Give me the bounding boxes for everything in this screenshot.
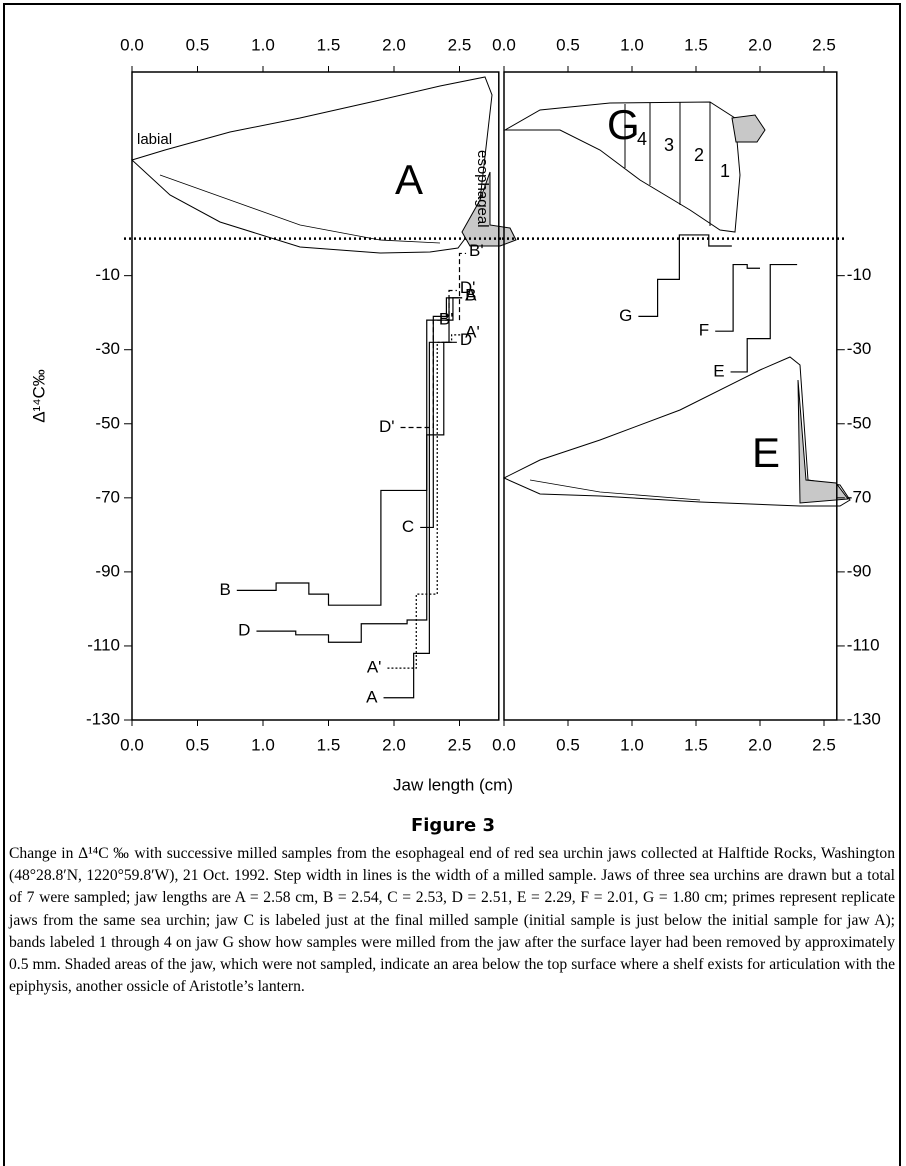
annotation: 3 (664, 135, 674, 155)
x-tick-label: 0.5 (556, 735, 580, 754)
series-label: E (713, 361, 724, 380)
jaw-shaded (731, 114, 766, 143)
jaw-inner-line (159, 174, 441, 244)
step-line (256, 341, 457, 643)
jaw-outline (503, 101, 741, 233)
step-line (400, 289, 457, 429)
x-tick-label: 0.0 (492, 35, 516, 54)
jaw-shaded (797, 379, 849, 504)
annotation: A (395, 156, 423, 203)
series-label: A (366, 687, 378, 706)
x-tick-label: 0.0 (120, 735, 144, 754)
y-tick-label: -110 (847, 635, 880, 654)
y-tick-label: -90 (95, 561, 120, 580)
step-line (715, 263, 760, 332)
step-line (638, 234, 732, 317)
y-tick-label: -30 (95, 339, 120, 358)
series-label: A' (367, 658, 382, 677)
jaw-outline (502, 356, 851, 507)
annotation: E (752, 429, 780, 476)
annotation: esophageal (474, 150, 491, 228)
series-label: B' (469, 241, 484, 260)
x-tick-label: 1.5 (317, 35, 341, 54)
series-label: A' (465, 322, 480, 341)
series-label: A (465, 285, 477, 304)
series-label: B (465, 285, 476, 304)
band-lines (624, 102, 711, 226)
step-line (730, 263, 798, 373)
y-tick-label: -90 (847, 561, 872, 580)
series-label: G (619, 306, 632, 325)
x-tick-label: 2.5 (448, 735, 472, 754)
series-label: C (402, 517, 414, 536)
y-tick-label: -10 (95, 265, 120, 284)
series-label: D (238, 621, 250, 640)
x-tick-label: 1.5 (317, 735, 341, 754)
series-label: B' (439, 310, 454, 329)
plot-frame (503, 71, 838, 721)
x-tick-label: 0.5 (186, 35, 210, 54)
y-tick-label: -130 (86, 709, 120, 728)
y-tick-label: -50 (847, 413, 872, 432)
x-tick-label: 0.5 (556, 35, 580, 54)
x-tick-label: 0.5 (186, 735, 210, 754)
y-tick-label: -50 (95, 413, 120, 432)
series-label: F (699, 321, 709, 340)
series-label: B (219, 580, 230, 599)
series-label: D' (460, 278, 476, 297)
y-tick-label: -30 (847, 339, 872, 358)
y-tick-label: -70 (95, 487, 120, 506)
x-tick-label: 0.0 (120, 35, 144, 54)
annotation: 4 (637, 129, 647, 149)
x-tick-label: 2.0 (382, 35, 406, 54)
step-line (236, 297, 463, 606)
annotation: 1 (720, 161, 730, 181)
y-tick-label: -130 (847, 709, 881, 728)
x-tick-label: 2.5 (812, 35, 836, 54)
step-line (458, 252, 467, 321)
y-tick-label: -10 (847, 265, 872, 284)
plot-frame (131, 71, 500, 721)
x-tick-label: 1.0 (251, 735, 275, 754)
jaw-shaded (461, 171, 517, 247)
x-tick-label: 1.0 (620, 35, 644, 54)
series-label: D' (379, 417, 395, 436)
x-tick-label: 0.0 (492, 735, 516, 754)
x-axis-label: Jaw length (cm) (393, 775, 513, 794)
x-tick-label: 1.0 (620, 735, 644, 754)
step-line (420, 297, 460, 529)
jaw-inner-line (529, 479, 701, 501)
x-tick-label: 1.5 (684, 35, 708, 54)
x-tick-label: 1.0 (251, 35, 275, 54)
jaw-outline (131, 76, 493, 254)
x-tick-label: 2.5 (812, 735, 836, 754)
annotation: 2 (694, 145, 704, 165)
x-tick-label: 2.0 (748, 35, 772, 54)
x-tick-label: 2.0 (748, 735, 772, 754)
x-tick-label: 2.0 (382, 735, 406, 754)
series-label: D (460, 330, 472, 349)
annotation: G (607, 101, 640, 148)
y-axis-label: Δ¹⁴C‰ (29, 369, 48, 423)
annotation: labial (137, 131, 172, 148)
x-tick-label: 1.5 (684, 735, 708, 754)
figure-frame (3, 3, 901, 1166)
figure: Jaw length (cm) 0.0 0.0 0.5 0.5 1.0 1.0 1.5 1.5… (29, 35, 881, 794)
y-tick-label: -70 (847, 487, 872, 506)
y-tick-label: -110 (87, 635, 120, 654)
x-tick-label: 2.5 (448, 35, 472, 54)
figure-title: Figure 3 (410, 815, 496, 836)
step-line (383, 297, 463, 699)
caption: Change in Δ¹⁴C ‰ with successive milled … (9, 845, 895, 996)
step-line (387, 334, 463, 669)
